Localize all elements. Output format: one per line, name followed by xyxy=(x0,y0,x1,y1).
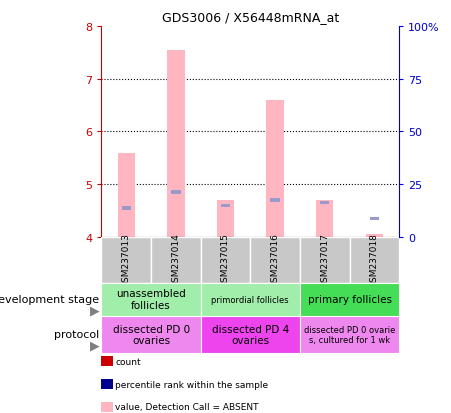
Bar xyxy=(300,237,350,283)
Bar xyxy=(201,283,300,316)
Text: development stage: development stage xyxy=(0,294,99,304)
Bar xyxy=(270,199,280,202)
Text: GSM237017: GSM237017 xyxy=(320,233,329,287)
Text: dissected PD 4
ovaries: dissected PD 4 ovaries xyxy=(212,324,289,345)
Text: primordial follicles: primordial follicles xyxy=(212,295,289,304)
Text: primary follicles: primary follicles xyxy=(308,294,391,304)
Bar xyxy=(201,316,300,353)
Bar xyxy=(101,316,201,353)
Text: ▶: ▶ xyxy=(90,303,99,316)
Bar xyxy=(350,237,399,283)
Text: percentile rank within the sample: percentile rank within the sample xyxy=(115,380,268,389)
Bar xyxy=(250,237,300,283)
Text: unassembled
follicles: unassembled follicles xyxy=(116,289,186,310)
Bar xyxy=(101,283,201,316)
Bar xyxy=(217,201,234,237)
Bar xyxy=(151,237,201,283)
Bar xyxy=(101,237,151,283)
Bar xyxy=(369,217,379,221)
Text: GSM237018: GSM237018 xyxy=(370,233,379,287)
Bar xyxy=(118,153,135,237)
Bar xyxy=(300,283,399,316)
Title: GDS3006 / X56448mRNA_at: GDS3006 / X56448mRNA_at xyxy=(161,11,339,24)
Bar xyxy=(267,101,284,237)
Text: value, Detection Call = ABSENT: value, Detection Call = ABSENT xyxy=(115,402,258,411)
Bar xyxy=(167,50,184,237)
Bar xyxy=(320,202,330,205)
Bar xyxy=(201,237,250,283)
Text: GSM237013: GSM237013 xyxy=(122,233,131,287)
Bar xyxy=(121,207,131,210)
Text: GSM237015: GSM237015 xyxy=(221,233,230,287)
Text: dissected PD 0
ovaries: dissected PD 0 ovaries xyxy=(112,324,190,345)
Bar xyxy=(300,316,399,353)
Text: count: count xyxy=(115,357,141,366)
Bar xyxy=(316,201,333,237)
Bar xyxy=(366,235,383,237)
Text: dissected PD 0 ovarie
s, cultured for 1 wk: dissected PD 0 ovarie s, cultured for 1 … xyxy=(304,325,395,344)
Bar xyxy=(221,204,230,208)
Text: ▶: ▶ xyxy=(90,338,99,351)
Bar xyxy=(171,191,181,195)
Text: GSM237016: GSM237016 xyxy=(271,233,280,287)
Text: protocol: protocol xyxy=(54,330,99,339)
Text: GSM237014: GSM237014 xyxy=(171,233,180,287)
